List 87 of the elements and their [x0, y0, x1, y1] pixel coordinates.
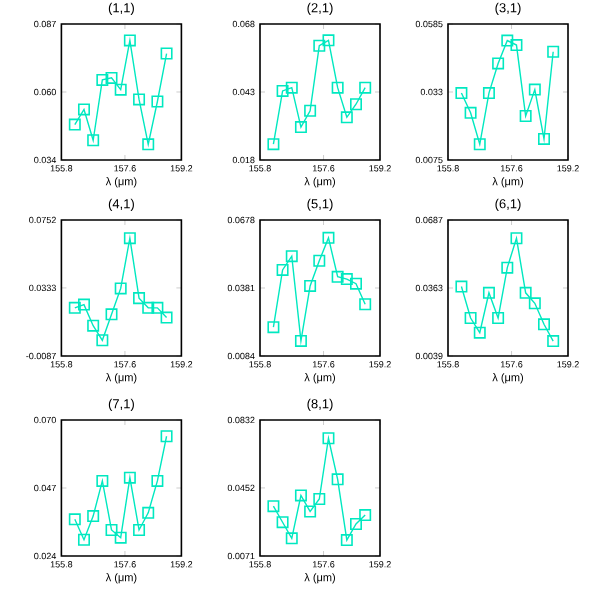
point [455, 87, 468, 100]
point [123, 471, 136, 484]
point [482, 286, 495, 299]
point [68, 118, 81, 131]
point [313, 492, 326, 505]
point [123, 232, 136, 245]
point [464, 106, 477, 119]
point [313, 39, 326, 52]
point [304, 104, 317, 117]
point [160, 47, 173, 60]
point [528, 297, 541, 310]
point [142, 301, 155, 314]
point [359, 81, 372, 94]
point [114, 531, 127, 544]
point [322, 34, 335, 47]
point [133, 523, 146, 536]
point [267, 138, 280, 151]
point [510, 39, 523, 52]
point [294, 334, 307, 347]
point [313, 254, 326, 267]
point [340, 273, 353, 286]
point [350, 277, 362, 290]
point [501, 261, 514, 274]
point [285, 250, 298, 263]
point [123, 34, 136, 47]
point [276, 84, 289, 97]
point [547, 335, 560, 348]
point [151, 95, 164, 108]
point [350, 98, 362, 111]
point [276, 516, 289, 529]
point [87, 134, 100, 147]
point [340, 111, 353, 124]
point [331, 270, 344, 283]
point [96, 474, 109, 487]
point [510, 232, 523, 245]
point [482, 87, 495, 100]
point [133, 93, 146, 106]
point [519, 110, 532, 122]
point [331, 81, 344, 94]
point [359, 509, 372, 522]
point [538, 318, 551, 331]
point [96, 334, 109, 347]
point [473, 138, 486, 151]
point [160, 311, 173, 324]
point [528, 83, 541, 96]
point [68, 513, 81, 526]
point [359, 298, 372, 311]
point [464, 312, 477, 325]
point [322, 432, 335, 445]
point [105, 523, 118, 536]
point [304, 505, 317, 518]
point [142, 506, 155, 519]
point [114, 83, 127, 96]
point [492, 312, 505, 325]
point [114, 282, 127, 295]
point [142, 138, 155, 151]
point [96, 73, 109, 86]
point [87, 510, 100, 523]
point [267, 321, 280, 334]
point [87, 319, 100, 332]
point [322, 231, 335, 244]
point [547, 45, 560, 58]
point [473, 326, 486, 339]
point [492, 57, 505, 70]
point [294, 489, 307, 502]
point [77, 533, 90, 546]
point [133, 292, 146, 305]
point [538, 132, 551, 145]
point [331, 473, 344, 486]
point [285, 81, 298, 94]
point [105, 71, 118, 84]
point [304, 279, 317, 292]
point [267, 500, 280, 513]
point [151, 474, 164, 487]
point [455, 280, 468, 293]
point [340, 534, 353, 547]
point [77, 103, 90, 116]
point [68, 301, 81, 314]
point [160, 430, 173, 443]
point [105, 308, 118, 321]
point [285, 532, 298, 545]
point [151, 301, 164, 314]
point [519, 286, 532, 299]
point [276, 263, 289, 276]
point [350, 518, 362, 531]
point [501, 34, 514, 47]
point [294, 121, 307, 134]
